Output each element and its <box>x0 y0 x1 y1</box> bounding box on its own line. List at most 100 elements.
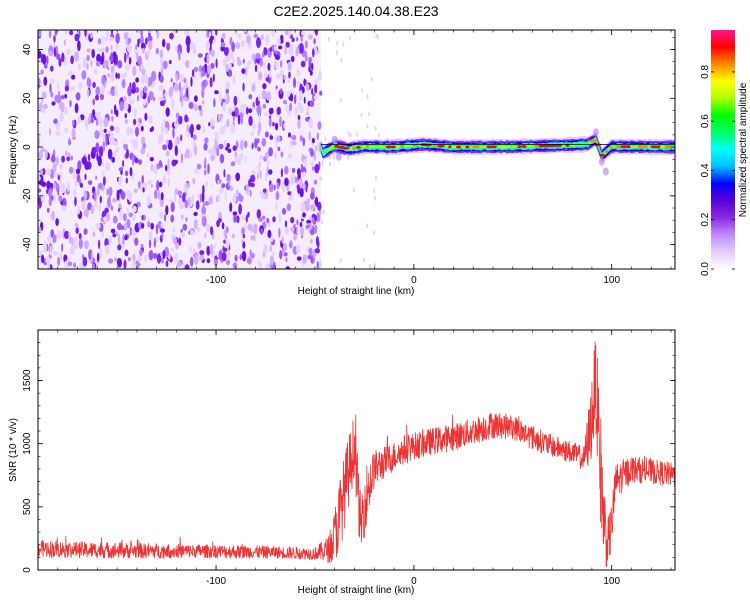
heatmap-cell <box>201 87 205 99</box>
heatmap-cell <box>285 266 291 269</box>
heatmap-cell <box>318 70 322 79</box>
heatmap-cell <box>148 238 152 249</box>
heatmap-cell <box>53 118 58 124</box>
heatmap-cell <box>115 43 119 50</box>
heatmap-cell <box>115 109 119 118</box>
heatmap-cell <box>134 157 139 164</box>
heatmap-cell <box>251 83 256 92</box>
heatmap-cell <box>373 188 376 194</box>
heatmap-cell <box>129 127 134 135</box>
heatmap-cell <box>284 45 287 56</box>
heatmap-peak-cell <box>517 145 522 149</box>
heatmap-cell <box>94 199 98 210</box>
spectrogram-y-ticks: -40 -20 0 20 40 <box>22 37 675 270</box>
heatmap-cell <box>56 83 60 90</box>
heatmap-cell <box>75 222 78 228</box>
heatmap-cell <box>146 152 150 159</box>
heatmap-cell <box>218 113 224 119</box>
heatmap-cell <box>268 169 273 175</box>
heatmap-cell <box>105 46 109 54</box>
heatmap-cell <box>225 81 231 90</box>
heatmap-cell <box>133 188 138 193</box>
heatmap-cell <box>260 228 264 235</box>
heatmap-cell <box>349 132 352 138</box>
heatmap-cell <box>38 175 41 181</box>
heatmap-cell <box>64 56 67 66</box>
heatmap-cell <box>269 183 274 193</box>
heatmap-cell <box>204 201 210 206</box>
heatmap-cell <box>230 161 236 167</box>
heatmap-cell <box>140 243 144 248</box>
heatmap-cell <box>125 36 129 46</box>
heatmap-cell <box>117 233 121 245</box>
heatmap-cell <box>64 93 68 99</box>
heatmap-cell <box>246 258 252 264</box>
heatmap-cell <box>170 201 175 213</box>
heatmap-cell <box>59 111 64 123</box>
heatmap-cell <box>215 58 218 69</box>
heatmap-cell <box>96 187 100 197</box>
heatmap-cell <box>127 86 132 97</box>
heatmap-cell <box>319 209 322 216</box>
heatmap-cell <box>215 132 219 142</box>
heatmap-cell <box>229 186 234 192</box>
heatmap-peak-cell <box>472 145 480 149</box>
colorbar-tick-label: 0.8 <box>700 64 711 78</box>
heatmap-peak-cell <box>385 145 393 149</box>
heatmap-cell <box>202 184 205 195</box>
heatmap-cell <box>95 175 98 180</box>
heatmap-cell <box>313 38 316 45</box>
heatmap-cell <box>69 166 74 174</box>
heatmap-cell <box>234 150 238 158</box>
heatmap-cell <box>51 210 55 221</box>
heatmap-cell <box>184 30 188 37</box>
heatmap-cell <box>98 117 104 128</box>
heatmap-cell <box>310 229 315 236</box>
heatmap-peak-cell <box>400 145 404 148</box>
heatmap-cell <box>299 135 303 142</box>
heatmap-cell <box>281 249 285 257</box>
heatmap-cell <box>132 81 136 91</box>
heatmap-cell <box>59 163 64 170</box>
heatmap-cell <box>38 30 42 39</box>
heatmap-cell <box>278 45 283 50</box>
heatmap-cell <box>206 53 210 65</box>
heatmap-cell <box>236 189 239 195</box>
heatmap-cell <box>242 234 246 239</box>
heatmap-cell <box>87 88 90 98</box>
heatmap-cell <box>301 86 305 94</box>
heatmap-cell <box>160 223 165 228</box>
heatmap-cell <box>227 62 232 69</box>
heatmap-cell <box>184 114 189 123</box>
heatmap-cell <box>91 112 94 124</box>
heatmap-cell <box>132 65 137 77</box>
heatmap-cell <box>290 216 295 224</box>
snr-panel: -100 0 100 0 500 1000 1500 Height of straight… <box>8 329 676 596</box>
heatmap-cell <box>221 183 226 189</box>
heatmap-cell <box>83 228 88 235</box>
heatmap-cell <box>207 64 212 75</box>
heatmap-cell <box>592 128 599 137</box>
heatmap-cell <box>237 114 241 125</box>
heatmap-cell <box>342 41 345 47</box>
heatmap-cell <box>309 100 315 107</box>
heatmap-cell <box>291 37 295 43</box>
heatmap-cell <box>180 202 185 209</box>
heatmap-cell <box>289 89 294 95</box>
heatmap-cell <box>276 178 281 183</box>
heatmap-cell <box>70 86 75 91</box>
heatmap-cell <box>181 214 184 220</box>
heatmap-cell <box>108 129 111 135</box>
heatmap-cell <box>191 194 195 204</box>
heatmap-cell <box>169 198 173 204</box>
heatmap-cell <box>302 212 306 218</box>
heatmap-cell <box>233 95 238 106</box>
heatmap-cell <box>306 219 312 224</box>
heatmap-cell <box>95 222 101 229</box>
spectrogram-x-axis-label: Height of straight line (km) <box>298 286 415 297</box>
heatmap-cell <box>50 91 54 98</box>
heatmap-cell <box>160 123 164 134</box>
heatmap-cell <box>83 189 87 201</box>
snr-x-ticks: -100 0 100 <box>37 330 672 587</box>
heatmap-cell <box>100 93 104 101</box>
